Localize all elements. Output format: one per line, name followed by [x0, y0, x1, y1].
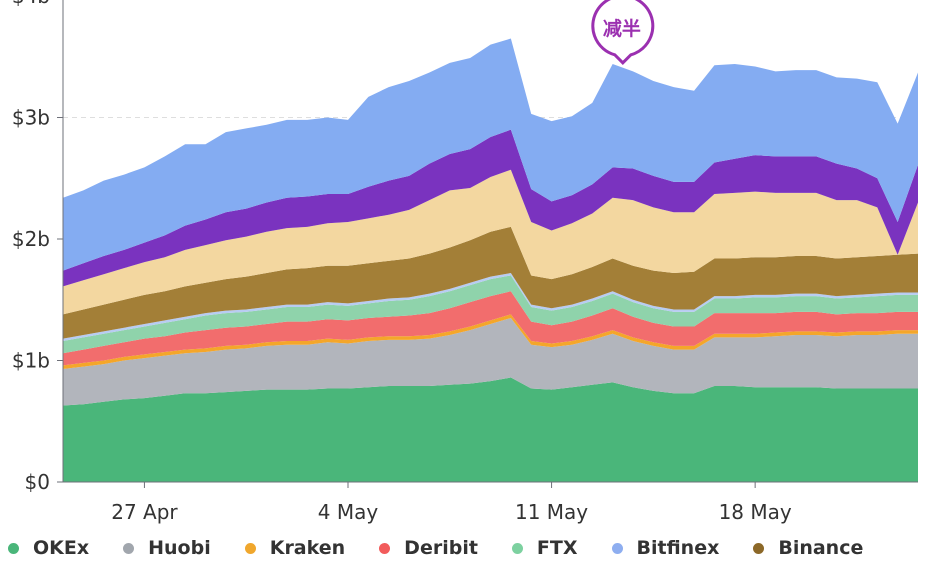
legend-dot-icon: [8, 542, 19, 554]
stacked-area-chart: $0 $1b $2b $3b $4b 27 Apr 4 May 11 May 18 May 减…: [12, 0, 918, 524]
legend-dot-icon: [611, 542, 623, 554]
legend-item-kraken[interactable]: Kraken: [244, 537, 346, 559]
legend-label: OKEx: [33, 537, 90, 559]
halving-annotation: 减半: [591, 0, 655, 65]
area-huobi: [63, 317, 918, 406]
legend-dot-icon: [511, 542, 523, 554]
axis-layer: [62, 0, 918, 483]
x-tick-label: 27 Apr: [111, 500, 178, 524]
area-okex: [63, 377, 918, 482]
legend-item-huobi[interactable]: Huobi: [123, 537, 211, 559]
legend-item-bitfinex[interactable]: Bitfinex: [611, 537, 720, 559]
x-tick-label: 4 May: [318, 500, 379, 524]
area-series-8: [63, 169, 918, 315]
y-tick-label: $2b: [12, 227, 50, 251]
legend-item-ftx[interactable]: FTX: [511, 537, 578, 559]
y-tick-label: $1b: [12, 349, 50, 373]
area-layer: [63, 38, 918, 482]
area-ftx: [63, 275, 918, 354]
legend-label: Binance: [778, 537, 864, 559]
legend-item-binance[interactable]: Binance: [753, 537, 863, 559]
legend-item-okex[interactable]: OKEx: [8, 537, 89, 559]
y-tick-labels: $0 $1b $2b $3b $4b: [12, 0, 63, 494]
area-bitfinex: [63, 38, 918, 271]
area-deribit: [63, 291, 918, 366]
area-binance: [63, 226, 918, 339]
legend-label: Kraken: [269, 537, 346, 559]
x-tick-label: 18 May: [719, 500, 792, 524]
x-tick-label: 11 May: [515, 500, 588, 524]
legend-item-deribit[interactable]: Deribit: [379, 537, 478, 559]
legend-label: Huobi: [148, 537, 211, 559]
legend: OKEx Huobi Kraken Deribit FTX Bitfinex Binance: [8, 535, 863, 561]
legend-dot-icon: [379, 542, 391, 554]
annotation-label: 减半: [603, 17, 641, 40]
x-tick-labels: 27 Apr 4 May 11 May 18 May: [111, 482, 792, 524]
y-tick-label: $3b: [12, 106, 50, 130]
annotation-bubble: [591, 0, 655, 65]
legend-label: Bitfinex: [636, 537, 720, 559]
y-tick-label: $4b: [12, 0, 50, 8]
legend-label: Deribit: [404, 537, 478, 559]
legend-label: FTX: [536, 537, 578, 559]
y-tick-label: $0: [25, 470, 50, 494]
legend-dot-icon: [244, 542, 256, 554]
legend-dot-icon: [753, 542, 765, 554]
area-series-9: [63, 129, 918, 287]
legend-dot-icon: [123, 542, 135, 554]
